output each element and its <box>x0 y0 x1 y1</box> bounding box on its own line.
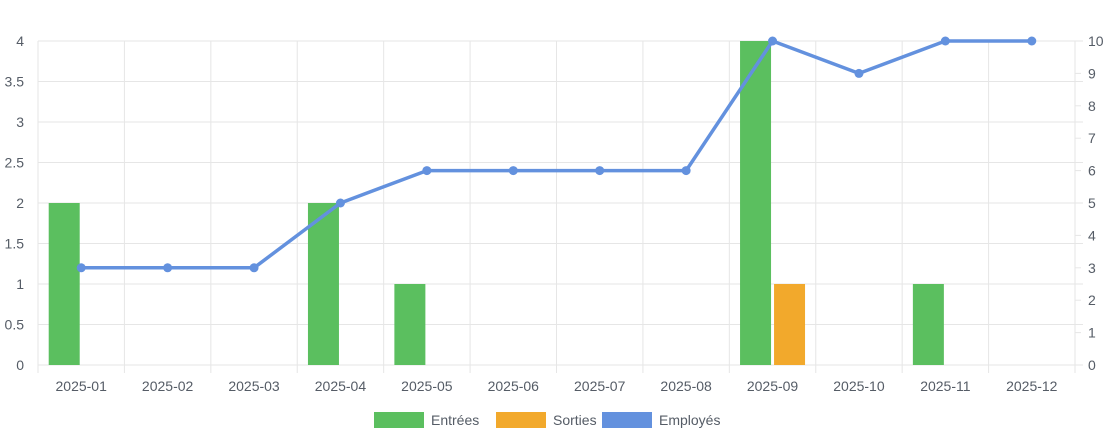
legend-swatch <box>374 412 424 428</box>
y-right-tick-label: 7 <box>1088 130 1096 146</box>
x-tick-label: 2025-12 <box>1006 378 1058 394</box>
line-point <box>163 263 173 273</box>
line-point <box>249 263 259 273</box>
line-point <box>940 36 950 46</box>
x-axis: 2025-01 2025-02 2025-03 2025-04 2025-05 2025-… <box>56 378 1058 394</box>
y-left-tick-label: 1 <box>16 276 24 292</box>
y-right-tick-label: 4 <box>1088 227 1096 243</box>
bar-sorties <box>774 284 806 365</box>
y-right-tick-label: 3 <box>1088 260 1096 276</box>
bar-entrées <box>48 203 80 365</box>
bar-entrées <box>307 203 339 365</box>
legend: Entrées Sorties Employés <box>374 412 720 428</box>
y-right-tick-label: 10 <box>1088 33 1104 49</box>
x-tick-label: 2025-08 <box>660 378 712 394</box>
y-left-tick-label: 3 <box>16 114 24 130</box>
legend-label: Sorties <box>553 412 597 428</box>
y-right-tick-label: 8 <box>1088 98 1096 114</box>
line-point <box>854 68 864 78</box>
line-point <box>595 166 605 176</box>
bars <box>48 41 944 365</box>
y-right-tick-label: 9 <box>1088 65 1096 81</box>
x-tick-label: 2025-06 <box>488 378 540 394</box>
grid <box>37 40 1083 373</box>
legend-label: Employés <box>659 412 720 428</box>
y-left-tick-label: 2 <box>16 195 24 211</box>
y-right-tick-label: 6 <box>1088 163 1096 179</box>
x-tick-label: 2025-11 <box>920 378 971 394</box>
line-point <box>76 263 86 273</box>
x-tick-label: 2025-10 <box>833 378 885 394</box>
legend-label: Entrées <box>431 412 479 428</box>
y-right-tick-label: 1 <box>1088 325 1096 341</box>
x-tick-label: 2025-05 <box>401 378 453 394</box>
left-axis: 0 0.5 1 1.5 2 2.5 3 3.5 4 <box>5 33 25 373</box>
line-point <box>422 166 432 176</box>
line-point <box>681 166 691 176</box>
x-tick-label: 2025-09 <box>747 378 799 394</box>
legend-swatch <box>496 412 546 428</box>
x-tick-label: 2025-03 <box>228 378 280 394</box>
x-tick-label: 2025-02 <box>142 378 194 394</box>
line-point <box>768 36 778 46</box>
line-point <box>335 198 345 208</box>
line-point <box>1027 36 1037 46</box>
y-right-tick-label: 5 <box>1088 195 1096 211</box>
x-tick-label: 2025-04 <box>315 378 367 394</box>
y-left-tick-label: 2.5 <box>5 155 25 171</box>
employes-line <box>76 36 1037 273</box>
legend-swatch <box>602 412 652 428</box>
bar-entrées <box>912 284 944 365</box>
right-axis: 0 1 2 3 4 5 6 7 8 9 10 <box>1088 33 1104 373</box>
bar-entrées <box>394 284 426 365</box>
x-tick-label: 2025-01 <box>56 378 108 394</box>
x-tick-label: 2025-07 <box>574 378 626 394</box>
series-line <box>79 39 1034 270</box>
y-right-tick-label: 2 <box>1088 292 1096 308</box>
y-right-tick-label: 0 <box>1088 357 1096 373</box>
y-left-tick-label: 0.5 <box>5 317 25 333</box>
y-left-tick-label: 1.5 <box>5 236 25 252</box>
y-left-tick-label: 3.5 <box>5 74 25 90</box>
line-point <box>508 166 518 176</box>
y-left-tick-label: 0 <box>16 357 24 373</box>
y-left-tick-label: 4 <box>16 33 24 49</box>
bar-entrées <box>740 41 772 365</box>
